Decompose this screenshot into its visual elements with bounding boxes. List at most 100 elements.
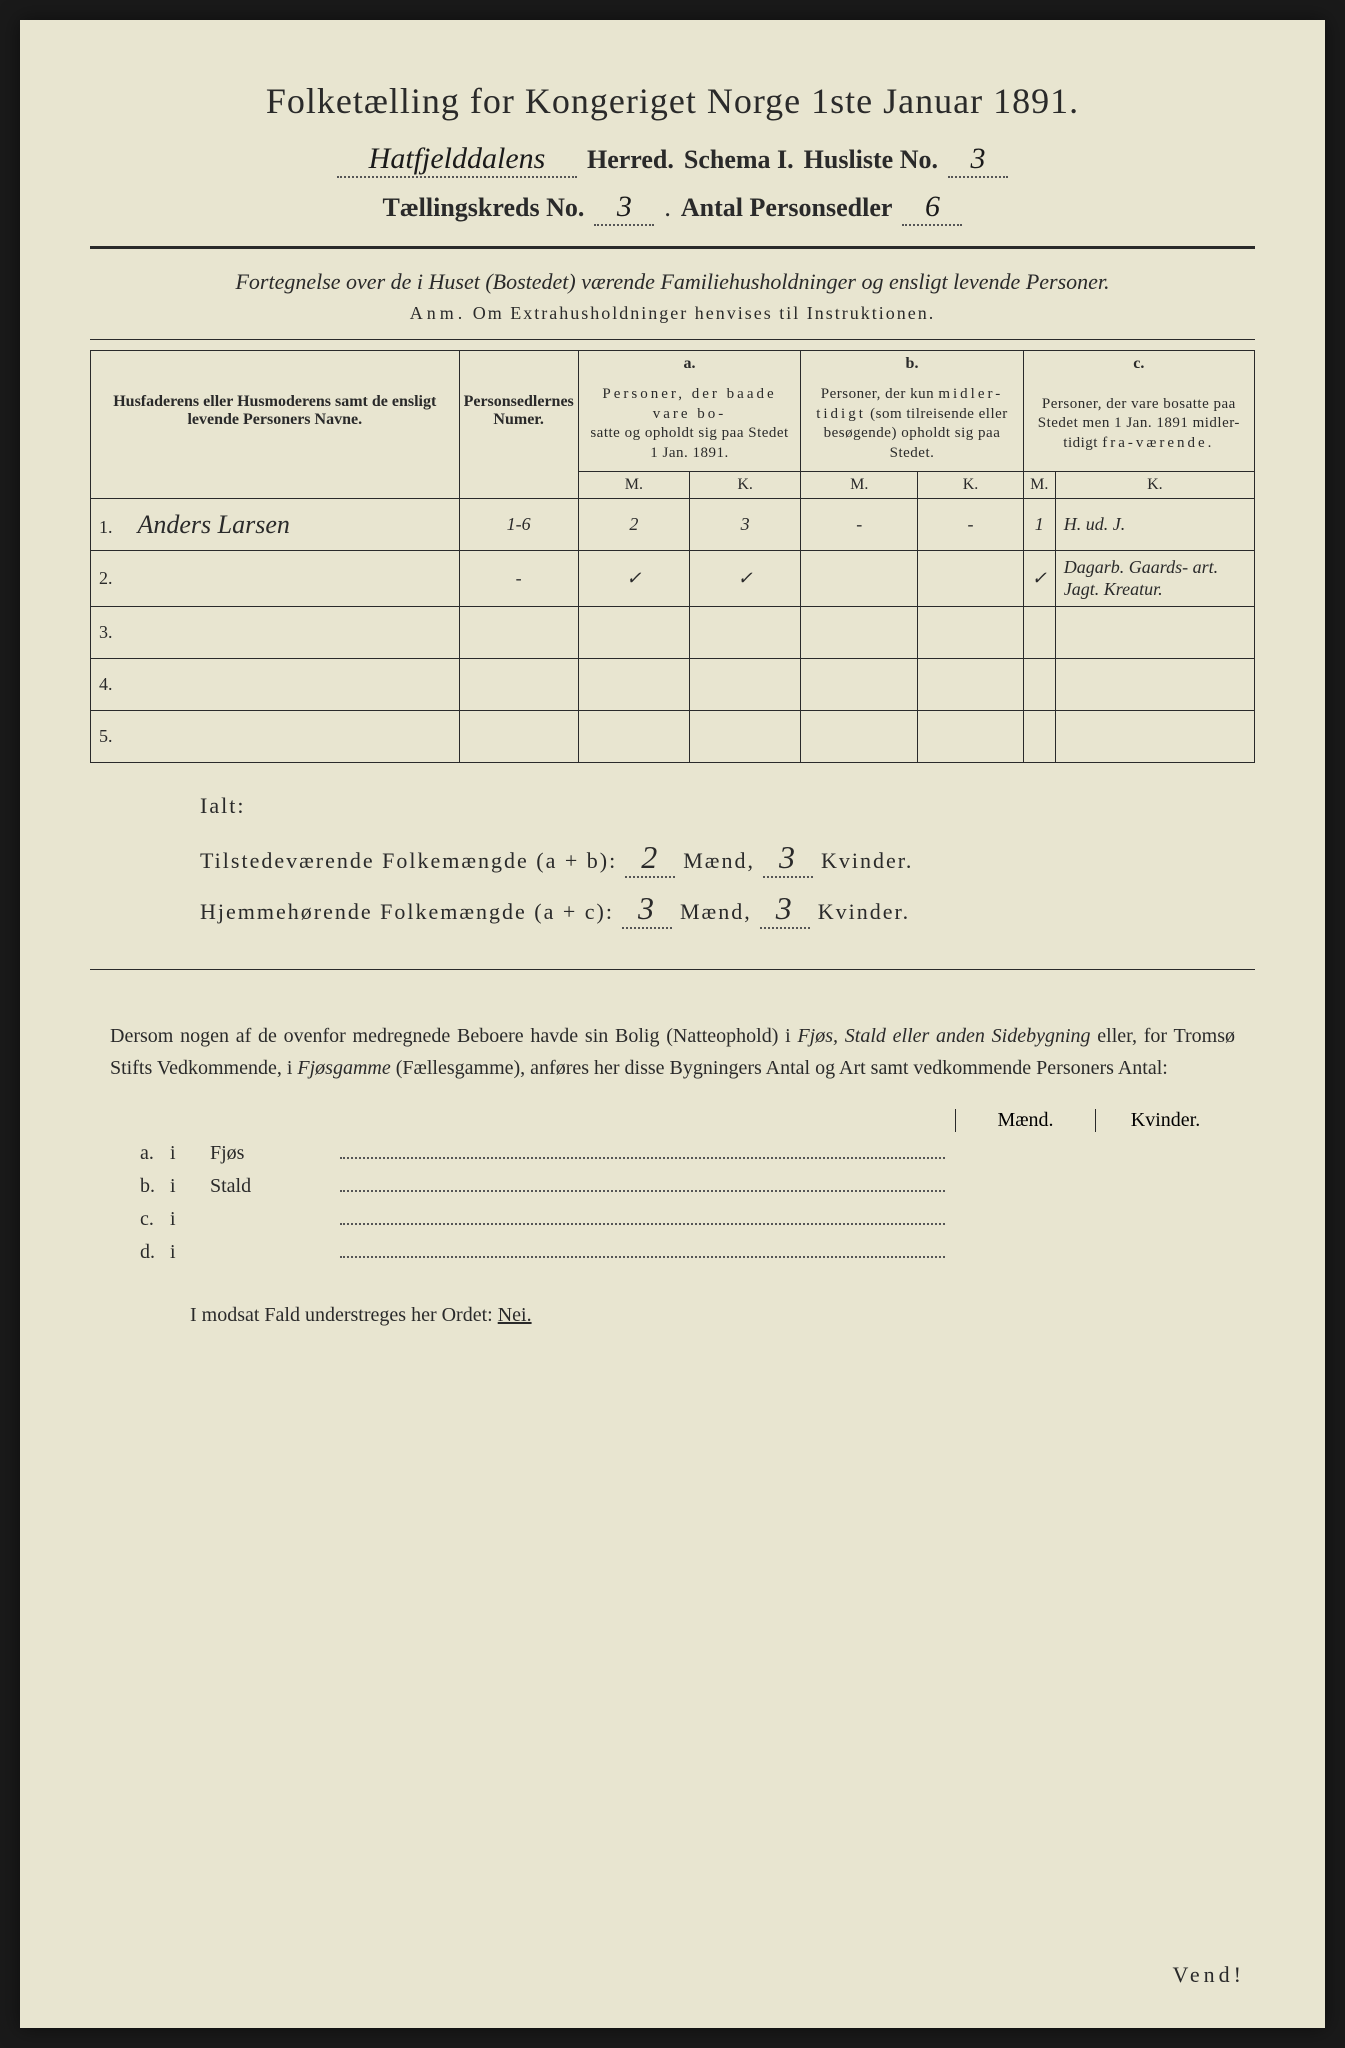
table-cell: [918, 607, 1023, 659]
col-a-desc: Personer, der baade vare bo-satte og oph…: [578, 377, 801, 472]
table-cell: [801, 607, 918, 659]
building-row: b.iStald: [110, 1175, 1235, 1198]
table-cell: [459, 711, 578, 763]
husliste-value: 3: [948, 142, 1008, 178]
maend-header: Mænd.: [955, 1109, 1095, 1132]
table-cell: H. ud. J.: [1055, 499, 1254, 551]
dotted-line: [340, 1157, 945, 1159]
table-cell: 3: [690, 499, 801, 551]
col-c-desc: Personer, der vare bosatte paa Stedet me…: [1023, 377, 1254, 472]
building-label: d.: [110, 1241, 170, 1264]
table-cell: [459, 607, 578, 659]
row-number: 1.Anders Larsen: [91, 499, 460, 551]
antal-value: 6: [902, 190, 962, 226]
building-i: i: [170, 1208, 210, 1231]
table-row: 5.: [91, 711, 1255, 763]
col-a-label: a.: [578, 351, 801, 378]
totals-section: Ialt: Tilstedeværende Folkemængde (a + b…: [90, 793, 1255, 929]
page-title: Folketælling for Kongeriget Norge 1ste J…: [90, 80, 1255, 122]
table-cell: [1023, 659, 1055, 711]
husliste-label: Husliste No.: [804, 145, 938, 175]
mk-header: K.: [1055, 472, 1254, 499]
header-line-1: Hatfjelddalens Herred. Schema I. Huslist…: [90, 142, 1255, 178]
col-name-header: Husfaderens eller Husmoderens samt de en…: [91, 351, 460, 472]
table-cell: [1055, 607, 1254, 659]
building-table: Mænd. Kvinder. a.iFjøsb.iStaldc.id.i: [90, 1109, 1255, 1264]
building-row: a.iFjøs: [110, 1142, 1235, 1165]
mk-header: K.: [690, 472, 801, 499]
row-number: 5.: [91, 711, 460, 763]
subtitle: Fortegnelse over de i Huset (Bostedet) v…: [90, 269, 1255, 295]
antal-label: Antal Personsedler: [681, 193, 893, 223]
building-row: c.i: [110, 1208, 1235, 1231]
table-cell: 2: [578, 499, 689, 551]
table-cell: [801, 659, 918, 711]
building-i: i: [170, 1175, 210, 1198]
table-cell: ✓: [578, 551, 689, 607]
dotted-line: [340, 1223, 945, 1225]
table-row: 3.: [91, 607, 1255, 659]
herred-value: Hatfjelddalens: [337, 142, 577, 178]
row-number: 3.: [91, 607, 460, 659]
census-form-page: Folketælling for Kongeriget Norge 1ste J…: [20, 20, 1325, 2028]
table-cell: [1055, 711, 1254, 763]
table-cell: [690, 711, 801, 763]
col-c-label: c.: [1023, 351, 1254, 378]
body-text: Dersom nogen af de ovenfor medregnede Be…: [90, 1020, 1255, 1084]
kreds-label: Tællingskreds No.: [383, 193, 585, 223]
mk-header: K.: [918, 472, 1023, 499]
mk-header: M.: [1023, 472, 1055, 499]
hjemme-line: Hjemmehørende Folkemængde (a + c): 3 Mæn…: [200, 890, 1255, 929]
table-cell: [578, 711, 689, 763]
herred-label: Herred.: [587, 145, 674, 175]
building-name: Fjøs: [210, 1142, 330, 1165]
mk-header: M.: [578, 472, 689, 499]
tilstede-line: Tilstedeværende Folkemængde (a + b): 2 M…: [200, 839, 1255, 878]
table-cell: [801, 551, 918, 607]
table-row: 2.-✓✓✓Dagarb. Gaards- art. Jagt. Kreatur…: [91, 551, 1255, 607]
table-cell: [918, 659, 1023, 711]
table-cell: [690, 659, 801, 711]
table-cell: 1-6: [459, 499, 578, 551]
kvinder-header: Kvinder.: [1095, 1109, 1235, 1132]
nei-word: Nei.: [498, 1304, 532, 1326]
table-cell: Dagarb. Gaards- art. Jagt. Kreatur.: [1055, 551, 1254, 607]
table-row: 4.: [91, 659, 1255, 711]
table-cell: [578, 607, 689, 659]
table-cell: ✓: [690, 551, 801, 607]
col-num-header: Personsedlernes Numer.: [459, 351, 578, 472]
building-i: i: [170, 1241, 210, 1264]
table-cell: [690, 607, 801, 659]
final-line: I modsat Fald understreges her Ordet: Ne…: [90, 1304, 1255, 1327]
anm-note: Anm. Om Extrahusholdninger henvises til …: [90, 303, 1255, 324]
building-name: Stald: [210, 1175, 330, 1198]
building-row: d.i: [110, 1241, 1235, 1264]
building-header: Mænd. Kvinder.: [110, 1109, 1235, 1132]
table-cell: [1023, 711, 1055, 763]
divider-thin: [90, 969, 1255, 970]
anm-text: Om Extrahusholdninger henvises til Instr…: [473, 303, 935, 323]
mk-header: M.: [801, 472, 918, 499]
header-line-2: Tællingskreds No. 3 . Antal Personsedler…: [90, 190, 1255, 226]
col-b-label: b.: [801, 351, 1023, 378]
building-label: b.: [110, 1175, 170, 1198]
person-name: Anders Larsen: [128, 510, 290, 539]
building-i: i: [170, 1142, 210, 1165]
table-cell: -: [459, 551, 578, 607]
anm-label: Anm.: [410, 303, 467, 323]
table-cell: [1023, 607, 1055, 659]
col-b-desc: Personer, der kun midler-tidigt (som til…: [801, 377, 1023, 472]
row-number: 2.: [91, 551, 460, 607]
tilstede-m: 2: [625, 839, 675, 878]
dotted-line: [340, 1256, 945, 1258]
divider: [90, 246, 1255, 249]
table-cell: -: [918, 499, 1023, 551]
table-cell: [1055, 659, 1254, 711]
hjemme-m: 3: [622, 890, 672, 929]
table-cell: 1: [1023, 499, 1055, 551]
ialt-label: Ialt:: [200, 793, 1255, 819]
table-cell: -: [801, 499, 918, 551]
divider-thin: [90, 339, 1255, 340]
table-cell: [801, 711, 918, 763]
building-label: a.: [110, 1142, 170, 1165]
